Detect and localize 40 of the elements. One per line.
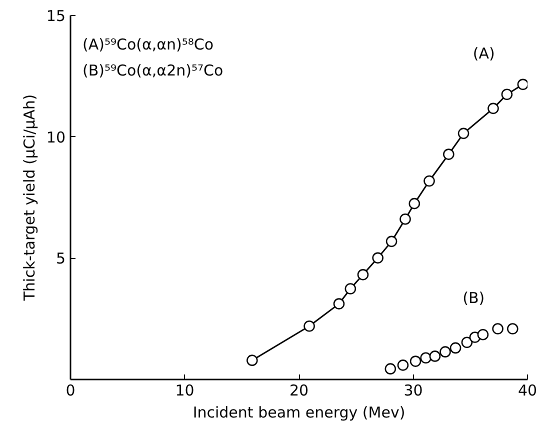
- point: [501, 88, 513, 100]
- point: [304, 320, 315, 332]
- y-axis-title: Thick-target yield (μCi/μAh): [20, 94, 38, 302]
- annotation: (B)⁵⁹Co(α,α2n)⁵⁷Co: [82, 62, 224, 80]
- point: [429, 350, 441, 362]
- point: [384, 363, 396, 374]
- point: [443, 148, 454, 160]
- point: [333, 298, 345, 310]
- point: [458, 128, 470, 140]
- point: [477, 328, 489, 340]
- point: [450, 342, 462, 354]
- point: [488, 102, 499, 114]
- x-tick-label: 20: [289, 382, 309, 400]
- y-tick-label: 5: [56, 250, 66, 268]
- point: [400, 213, 411, 225]
- point: [386, 236, 398, 248]
- point: [344, 283, 356, 294]
- point: [440, 346, 451, 358]
- point: [372, 252, 384, 264]
- point: [461, 336, 473, 348]
- series-label: (B): [462, 288, 485, 307]
- point: [357, 269, 369, 280]
- point: [507, 323, 518, 334]
- point: [408, 198, 420, 210]
- point: [492, 323, 504, 334]
- point: [397, 360, 409, 371]
- y-tick-label: 10: [46, 128, 66, 146]
- point: [246, 354, 258, 366]
- series-label: (A): [472, 44, 495, 62]
- point: [517, 78, 528, 90]
- point: [420, 352, 432, 364]
- x-tick-label: 10: [175, 382, 194, 400]
- point: [410, 356, 422, 367]
- x-tick-label: 30: [404, 382, 423, 400]
- annotation: (A)⁵⁹Co(α,αn)⁵⁸Co: [82, 36, 214, 54]
- x-tick-label: 40: [518, 382, 538, 400]
- point: [424, 175, 435, 187]
- x-tick-label: 0: [66, 382, 76, 400]
- x-axis-title: Incident beam energy (Mev): [192, 404, 406, 422]
- y-tick-label: 15: [46, 7, 66, 25]
